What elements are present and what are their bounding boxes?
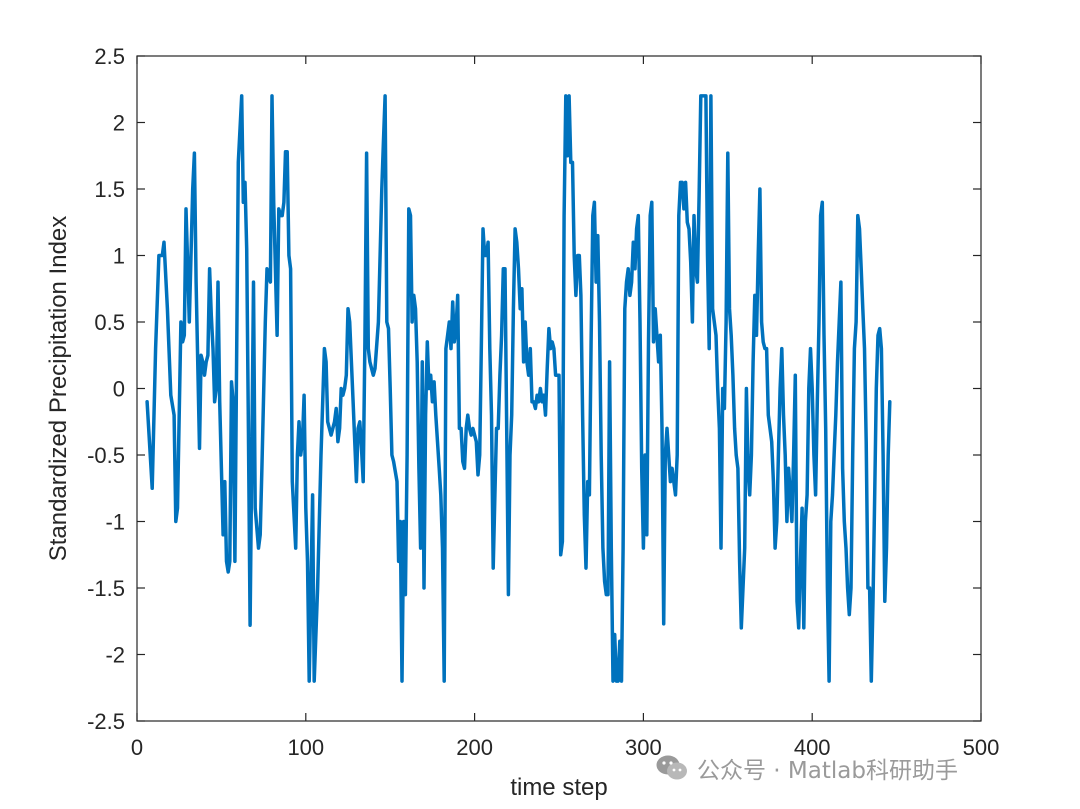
y-tick-label: 0 bbox=[113, 377, 125, 402]
x-tick-label: 500 bbox=[963, 735, 1000, 760]
y-tick-label: 2 bbox=[113, 111, 125, 136]
x-tick-label: 100 bbox=[287, 735, 324, 760]
y-axis-label: Standardized Precipitation Index bbox=[45, 216, 72, 562]
y-tick-label: 0.5 bbox=[94, 310, 125, 335]
watermark: 公众号 · Matlab科研助手 bbox=[655, 750, 958, 786]
wechat-logo-icon bbox=[656, 755, 687, 780]
y-tick-label: -1.5 bbox=[87, 576, 125, 601]
y-tick-label: 2.5 bbox=[94, 44, 125, 69]
y-tick-label: 1 bbox=[113, 244, 125, 269]
x-tick-label: 400 bbox=[794, 735, 831, 760]
y-tick-label: 1.5 bbox=[94, 177, 125, 202]
tick-layer: 0 100 200 300 400 500 -2.5 -2 -1.5 -1 -0.5 0 0.5 1 1.5… bbox=[87, 44, 999, 760]
y-tick-label: -2 bbox=[105, 643, 125, 668]
y-tick-label: -0.5 bbox=[87, 443, 125, 468]
x-tick-label: 0 bbox=[131, 735, 143, 760]
x-axis-label: time step bbox=[510, 774, 607, 801]
y-tick-label: -2.5 bbox=[87, 709, 125, 734]
x-tick-label: 300 bbox=[625, 735, 662, 760]
x-tick-label: 200 bbox=[456, 735, 493, 760]
watermark-text: 公众号 · Matlab科研助手 bbox=[697, 758, 958, 784]
series-layer bbox=[145, 94, 892, 683]
series-line bbox=[145, 94, 892, 683]
y-tick-label: -1 bbox=[105, 510, 125, 535]
